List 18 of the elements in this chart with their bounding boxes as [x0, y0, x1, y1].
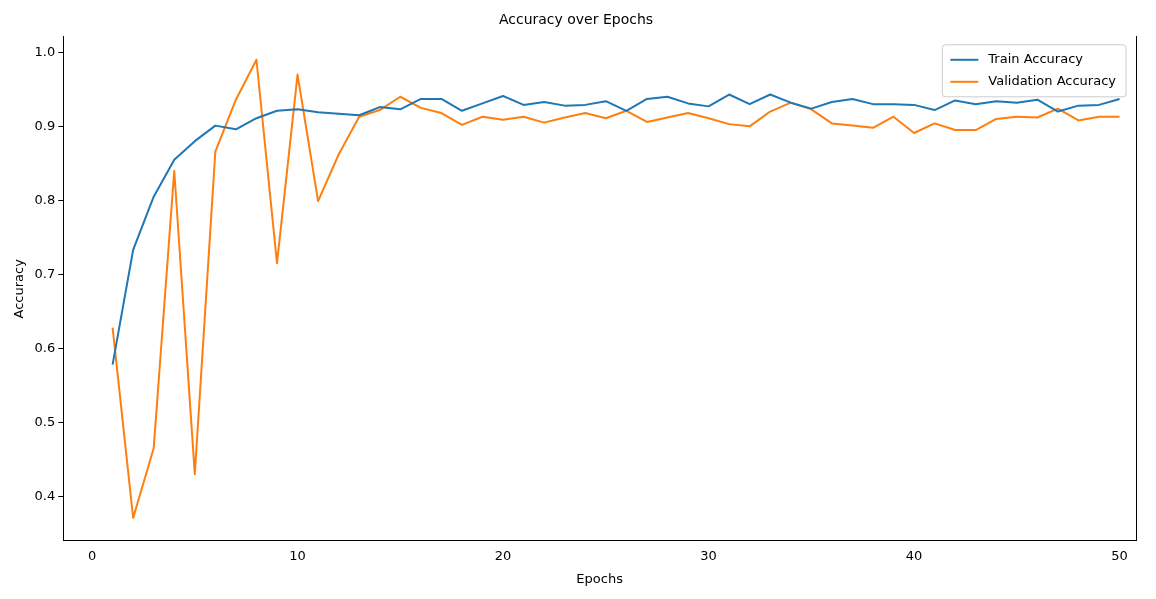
y-axis-title: Accuracy — [11, 258, 27, 319]
x-tick-label: 10 — [289, 547, 306, 563]
y-tick-label: 0.7 — [34, 265, 56, 281]
x-tick-label: 20 — [494, 547, 512, 563]
y-tick-label: 0.8 — [34, 191, 56, 207]
y-tick-label: 0.6 — [34, 339, 56, 355]
y-tick-label: 1.0 — [34, 43, 56, 59]
y-tick-label: 0.5 — [34, 413, 56, 429]
legend-label: Train Accuracy — [987, 51, 1084, 67]
y-tick-label: 0.9 — [34, 117, 56, 133]
x-tick-label: 40 — [905, 547, 923, 563]
x-axis-title: Epochs — [576, 570, 624, 586]
legend-label: Validation Accuracy — [988, 73, 1117, 89]
x-tick-label: 50 — [1111, 547, 1128, 563]
x-tick-label: 0 — [87, 547, 97, 563]
chart-title: Accuracy over Epochs — [498, 11, 654, 28]
y-tick-label: 0.4 — [34, 487, 56, 503]
x-tick-label: 30 — [700, 547, 717, 563]
